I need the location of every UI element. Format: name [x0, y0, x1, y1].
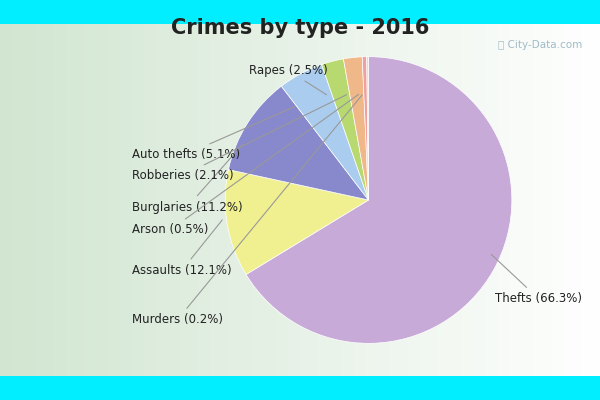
Wedge shape — [229, 86, 368, 200]
Wedge shape — [322, 59, 368, 200]
Text: Murders (0.2%): Murders (0.2%) — [132, 95, 362, 326]
Text: Arson (0.5%): Arson (0.5%) — [132, 94, 359, 236]
Text: Thefts (66.3%): Thefts (66.3%) — [491, 254, 582, 305]
Wedge shape — [225, 170, 368, 274]
Text: Rapes (2.5%): Rapes (2.5%) — [248, 64, 328, 95]
Text: ⓘ City-Data.com: ⓘ City-Data.com — [498, 40, 582, 50]
Wedge shape — [367, 57, 368, 200]
Text: Assaults (12.1%): Assaults (12.1%) — [132, 220, 232, 277]
Text: Robberies (2.1%): Robberies (2.1%) — [132, 95, 347, 182]
Wedge shape — [246, 57, 512, 343]
Wedge shape — [343, 57, 368, 200]
Text: Burglaries (11.2%): Burglaries (11.2%) — [132, 145, 242, 214]
Wedge shape — [362, 57, 368, 200]
Text: Auto thefts (5.1%): Auto thefts (5.1%) — [132, 107, 295, 161]
Wedge shape — [281, 64, 368, 200]
Text: Thefts (66.3%): Thefts (66.3%) — [0, 399, 1, 400]
Text: Crimes by type - 2016: Crimes by type - 2016 — [171, 18, 429, 38]
